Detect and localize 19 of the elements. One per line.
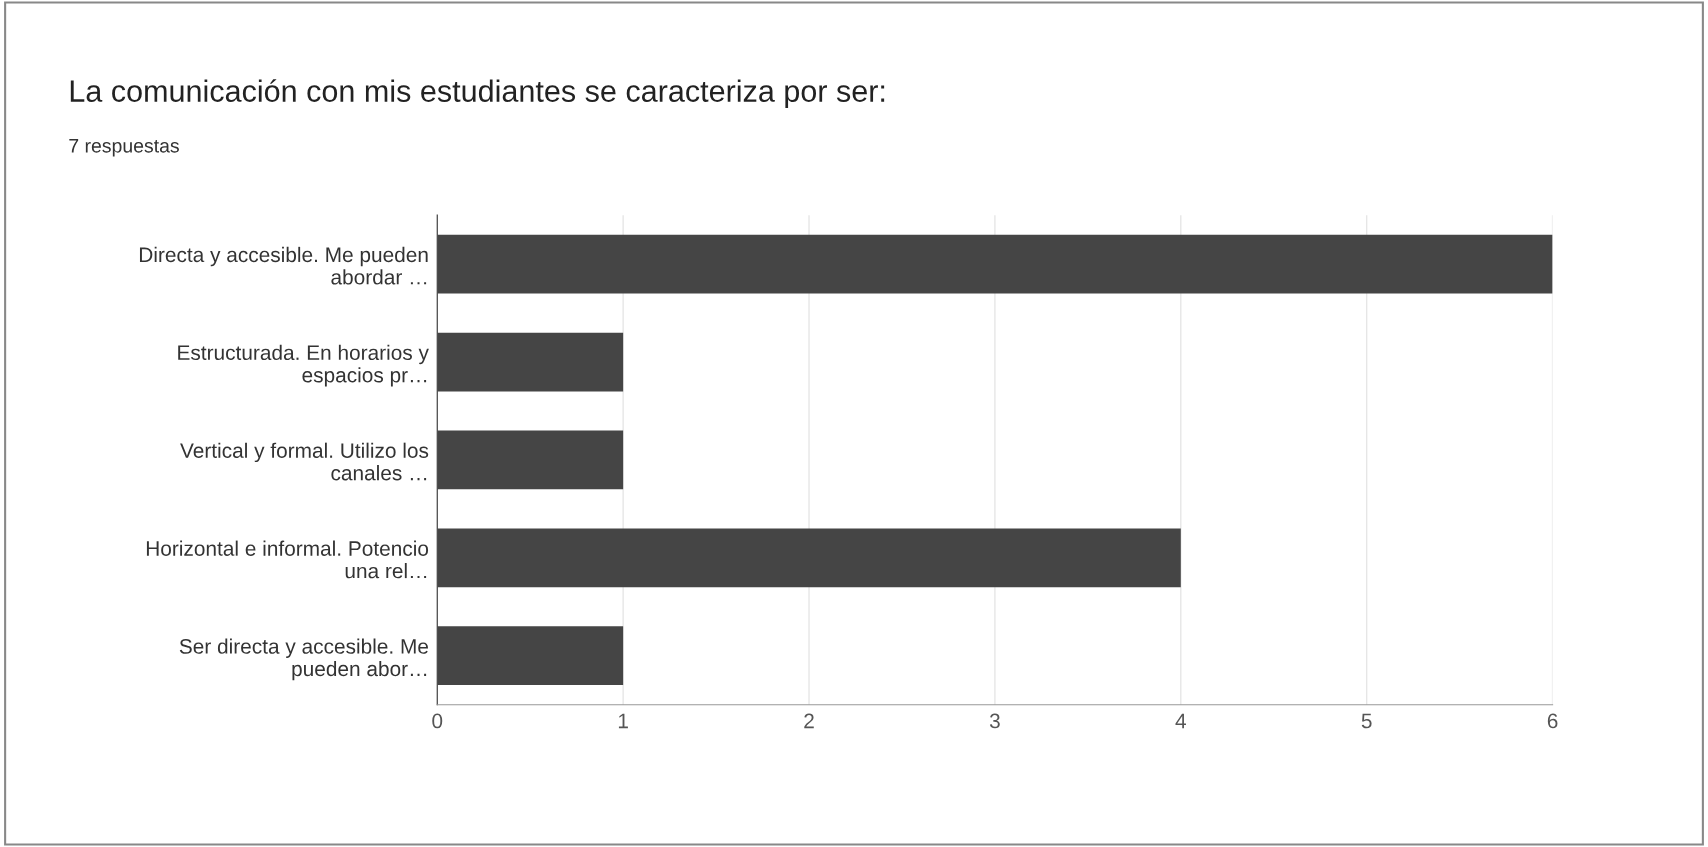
y-tick-label: Estructurada. En horarios y espacios pr…: [178, 344, 429, 387]
x-tick-label: 5: [1361, 713, 1372, 729]
y-tick-label: Directa y accesible. Me pueden abordar …: [139, 246, 428, 285]
x-tick-label: 1: [618, 713, 628, 729]
text: 7 respuestas: [69, 139, 179, 157]
bar: [437, 528, 1181, 588]
y-tick-label: Horizontal e informal. Potencio una rel…: [146, 540, 429, 579]
bar: [437, 234, 1553, 294]
x-tick-label: 6: [1547, 713, 1558, 729]
x-tick-label: 2: [804, 713, 814, 729]
bar: [437, 626, 624, 686]
x-tick-label: 0: [432, 713, 443, 729]
bar: [437, 332, 624, 392]
x-tick-label: 3: [989, 713, 1000, 729]
x-tick-label: 4: [1175, 713, 1186, 729]
bar: [437, 430, 624, 490]
chart-title: La comunicación con mis estudiantes se caracteriza por ser:: [70, 79, 885, 108]
y-tick-label: Vertical y formal. Utilizo los canales …: [180, 442, 429, 481]
y-tick-label: Ser directa y accesible. Me pueden abor…: [179, 638, 428, 681]
